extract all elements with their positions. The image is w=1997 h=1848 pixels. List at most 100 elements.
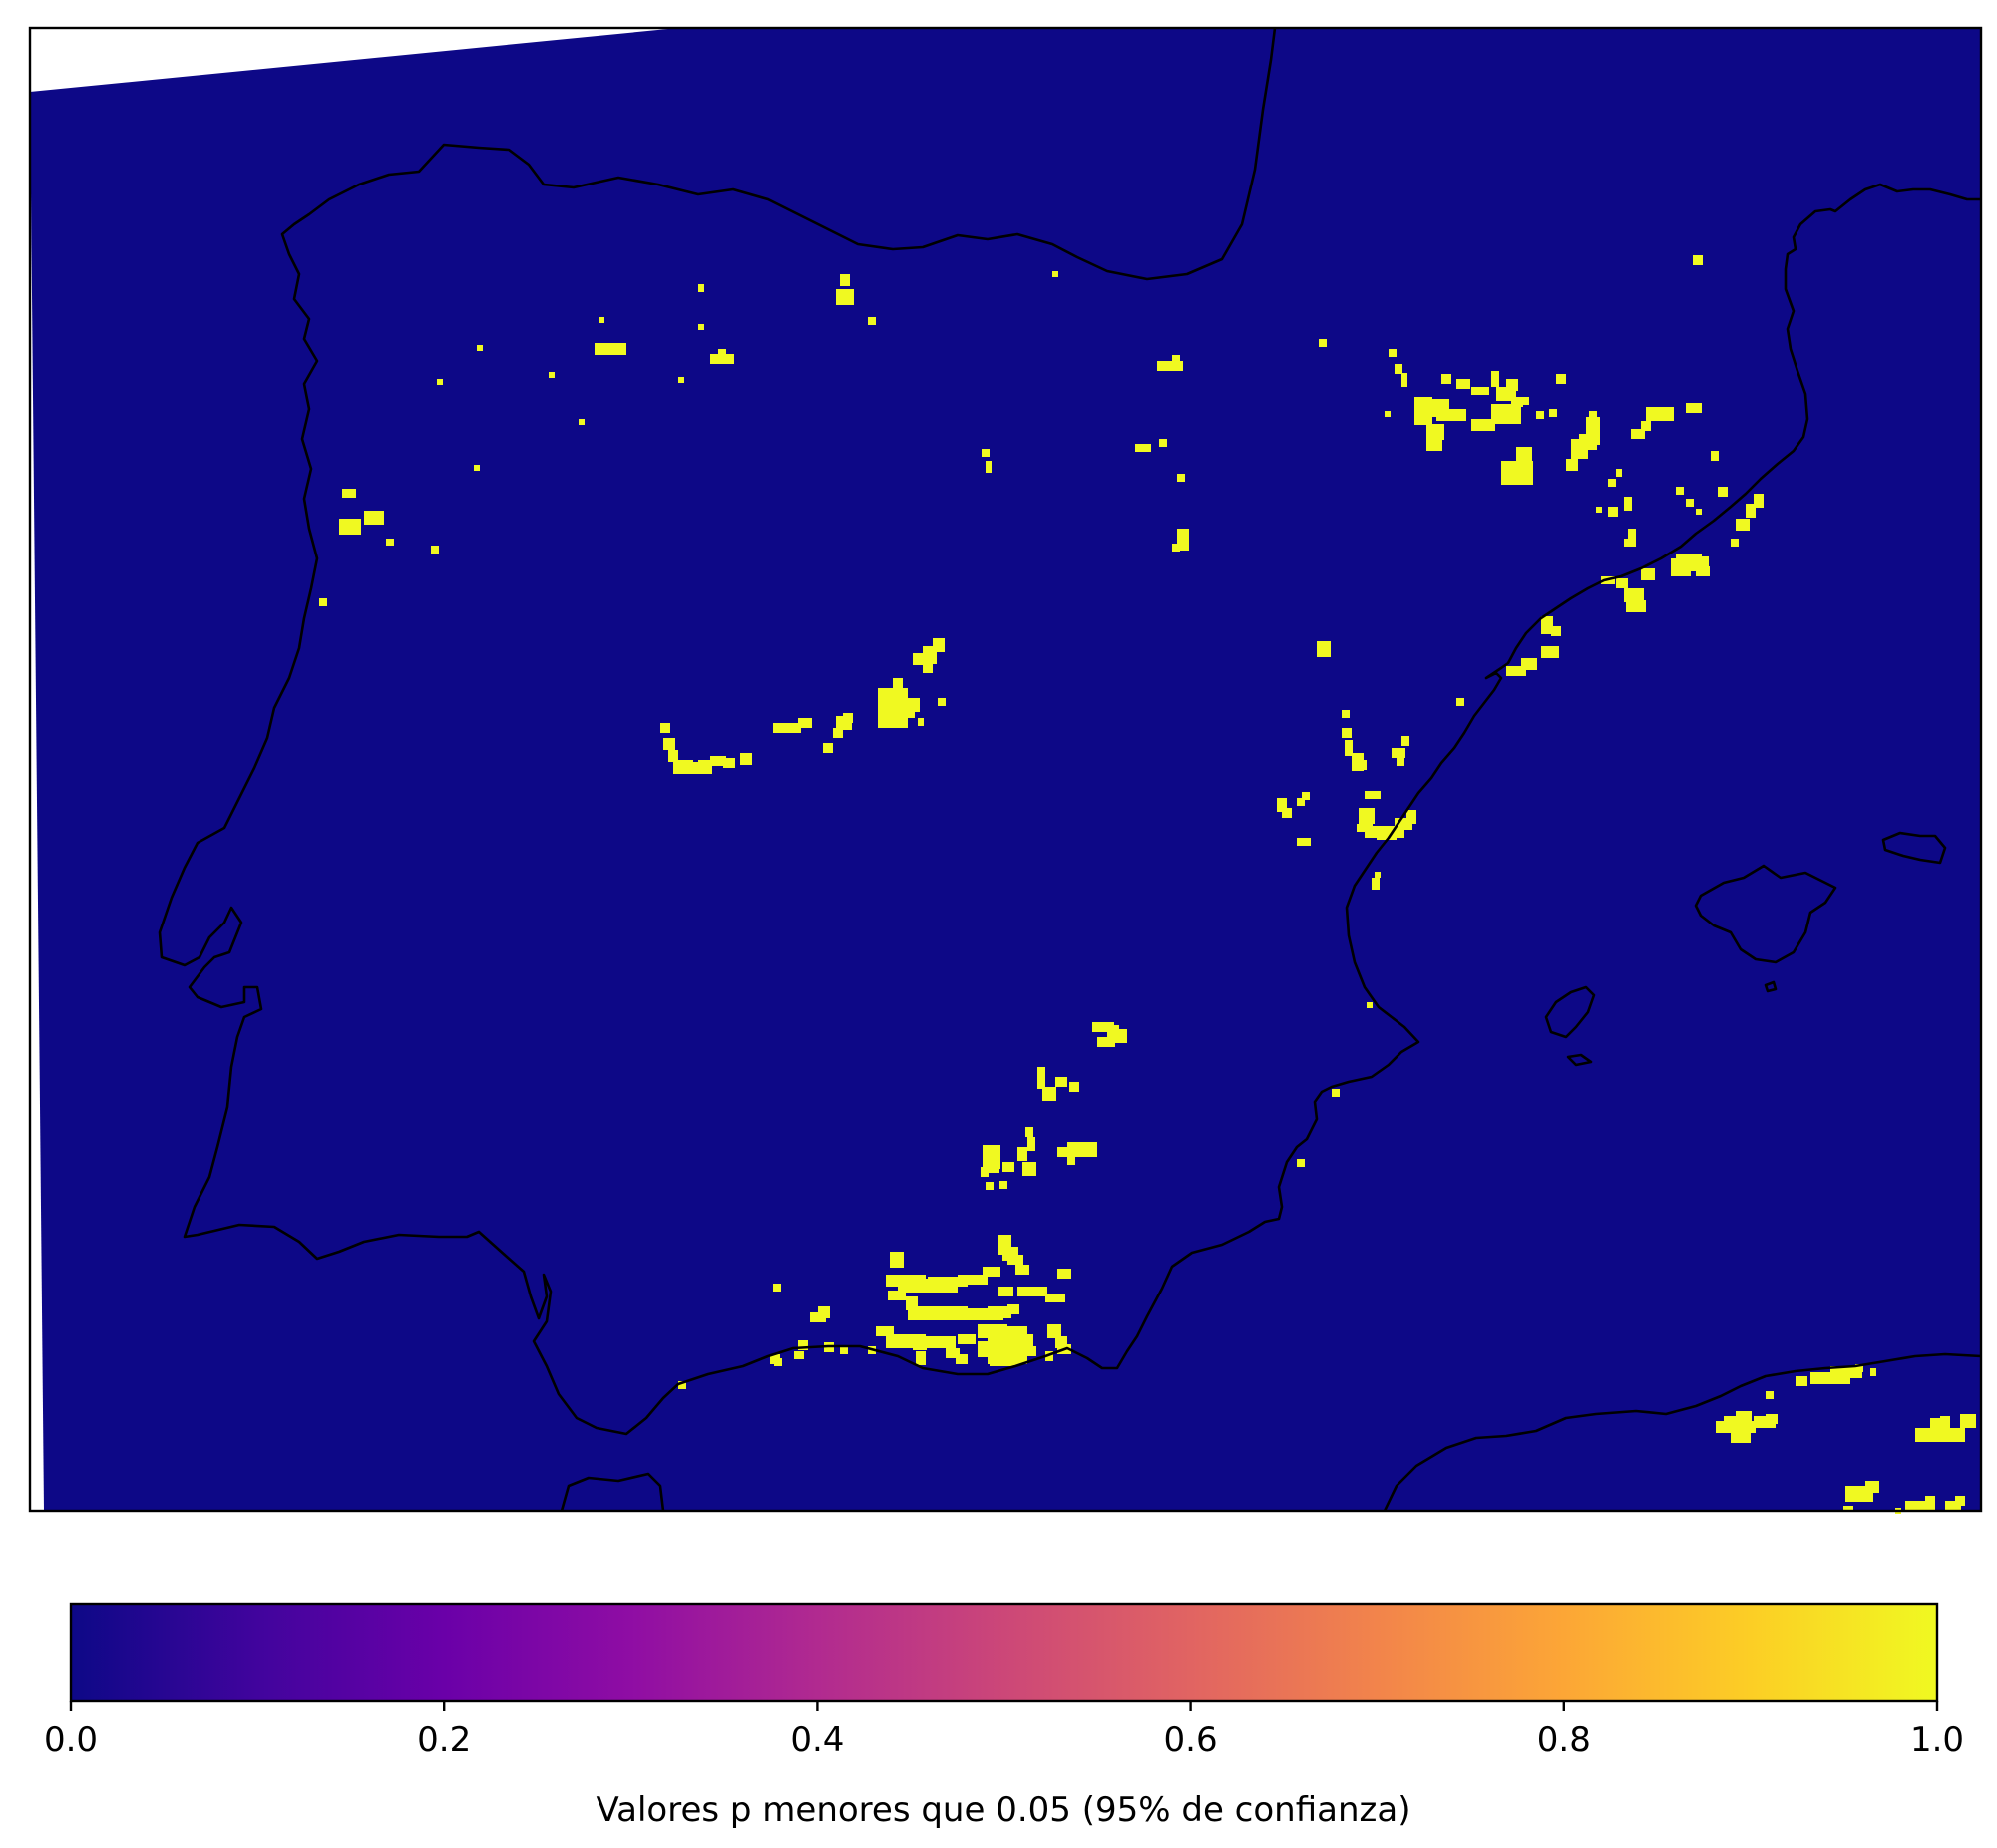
- significant-cell: [1385, 411, 1391, 417]
- significant-cell: [1092, 1022, 1114, 1032]
- significant-cell: [840, 1346, 848, 1354]
- north-africa-coastline-east: [1383, 1352, 1982, 1512]
- menorca-coastline: [1881, 831, 1947, 865]
- significant-cell: [1017, 1147, 1027, 1161]
- significant-cells: [319, 255, 1976, 1514]
- significant-cell: [956, 1354, 968, 1364]
- significant-cell: [843, 713, 853, 723]
- significant-cell: [1159, 439, 1167, 447]
- significant-cell: [1608, 507, 1618, 517]
- significant-cell: [1746, 504, 1756, 518]
- significant-cell: [998, 1287, 1013, 1296]
- significant-cell: [774, 1358, 782, 1366]
- significant-cell: [1491, 404, 1521, 424]
- significant-cell: [1549, 409, 1557, 417]
- significant-cell: [890, 1252, 904, 1268]
- significant-cell: [1282, 808, 1292, 818]
- significant-cell: [1471, 419, 1495, 431]
- significant-cell: [1955, 1496, 1965, 1506]
- significant-cell: [988, 1157, 999, 1173]
- significant-cell: [1397, 758, 1404, 766]
- significant-cell: [1115, 1029, 1127, 1043]
- significant-cell: [1566, 459, 1578, 471]
- significant-cell: [1589, 411, 1597, 419]
- significant-cell: [1097, 1037, 1115, 1047]
- significant-cell: [893, 678, 903, 690]
- significant-cell: [1057, 1269, 1071, 1279]
- significant-cell: [833, 728, 843, 738]
- significant-cell: [339, 519, 361, 535]
- significant-cell: [1506, 666, 1526, 676]
- significant-cell: [698, 760, 712, 774]
- significant-cell: [1925, 1496, 1935, 1506]
- significant-cell: [1172, 544, 1180, 552]
- significant-cell: [698, 284, 704, 292]
- significant-cell: [1319, 339, 1327, 347]
- significant-cell: [1556, 374, 1566, 384]
- significant-cell: [1027, 1137, 1035, 1151]
- significant-cell: [1302, 792, 1310, 800]
- significant-cell: [1401, 373, 1407, 387]
- significant-cell: [678, 377, 684, 383]
- significant-cell: [1022, 1162, 1036, 1176]
- significant-cell: [1701, 558, 1709, 566]
- significant-cell: [1830, 1366, 1862, 1378]
- pvalue-field: [30, 28, 1981, 1511]
- iberia-coastline: [158, 27, 1981, 1436]
- significant-cell: [1406, 810, 1416, 824]
- significant-cell: [1671, 558, 1691, 576]
- formentera-coastline: [1566, 1053, 1593, 1067]
- significant-cell: [836, 289, 854, 305]
- significant-cell: [946, 1348, 960, 1358]
- significant-cell: [1367, 1002, 1373, 1008]
- significant-cell: [1042, 1087, 1056, 1101]
- significant-cell: [1718, 487, 1728, 497]
- significant-cell: [1007, 1255, 1023, 1265]
- significant-cell: [1359, 808, 1375, 824]
- significant-cell: [986, 1182, 994, 1190]
- significant-cell: [660, 723, 670, 733]
- significant-cell: [1015, 1265, 1029, 1275]
- significant-cell: [1456, 698, 1464, 706]
- significant-cell: [1628, 529, 1636, 547]
- significant-cell: [1177, 474, 1185, 482]
- significant-cell: [718, 349, 726, 357]
- significant-cell: [1317, 641, 1331, 655]
- significant-cell: [579, 419, 585, 425]
- cabrera-coastline: [1764, 980, 1778, 993]
- significant-cell: [983, 1267, 1000, 1277]
- significant-cell: [1691, 563, 1703, 571]
- significant-cell: [1045, 1351, 1053, 1361]
- significant-cell: [798, 1340, 808, 1350]
- colorbar-gradient: [69, 1602, 1939, 1703]
- significant-cell: [1047, 1324, 1061, 1338]
- significant-cell: [998, 1356, 1007, 1366]
- significant-cell: [1711, 451, 1719, 461]
- significant-cell: [986, 461, 992, 473]
- colorbar-ticks: 0.0 0.2 0.4 0.6 0.8 1.0: [44, 1701, 1964, 1760]
- significant-cell: [1067, 1157, 1075, 1165]
- map-border: [28, 26, 1983, 1513]
- significant-cell: [1052, 271, 1058, 277]
- significant-cell: [1017, 1334, 1033, 1348]
- significant-cell: [1441, 374, 1451, 384]
- significant-cell: [1377, 830, 1397, 840]
- significant-cell: [1297, 838, 1311, 846]
- significant-cell: [1626, 600, 1646, 612]
- significant-cell: [1436, 409, 1466, 421]
- significant-cell: [868, 317, 876, 325]
- significant-cell: [663, 738, 675, 750]
- significant-cell: [1686, 499, 1694, 507]
- significant-cell: [1915, 1428, 1965, 1442]
- significance-map: [28, 26, 1983, 1514]
- significant-cell: [1516, 447, 1532, 463]
- significant-cell: [773, 1284, 781, 1292]
- significant-cell: [1616, 578, 1628, 588]
- significant-cell: [1297, 798, 1305, 806]
- significant-cell: [1025, 1127, 1033, 1137]
- significant-cell: [1426, 424, 1444, 440]
- significant-cell: [1865, 1481, 1879, 1493]
- colorbar-tick-label: 1.0: [1910, 1720, 1964, 1760]
- significant-cell: [1754, 1416, 1776, 1428]
- significant-cell: [1501, 461, 1533, 485]
